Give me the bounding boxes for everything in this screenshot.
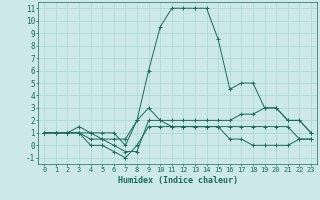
X-axis label: Humidex (Indice chaleur): Humidex (Indice chaleur): [118, 176, 238, 185]
